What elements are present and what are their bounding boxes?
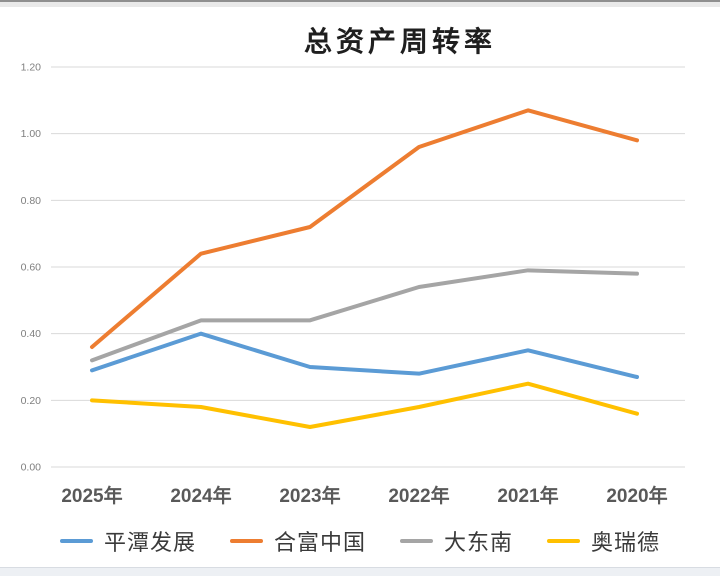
x-axis-label: 2021年 [497, 486, 559, 507]
window-top-edge [0, 0, 720, 7]
y-tick-label: 0.80 [21, 195, 42, 207]
x-axis-label: 2023年 [279, 486, 341, 507]
legend-line-marker [59, 539, 93, 543]
series-line-3 [90, 381, 639, 429]
series-line-1 [90, 108, 639, 349]
legend: 平潭发展 合富中国 大东南 奥瑞德 [0, 524, 720, 558]
series-line-0 [90, 331, 639, 379]
y-tick-label: 0.40 [21, 328, 42, 340]
legend-line-marker [547, 539, 581, 543]
legend-label: 平潭发展 [103, 530, 196, 555]
y-tick-label: 1.00 [21, 128, 42, 140]
legend-line-marker [400, 539, 433, 543]
chart-title: 总资产周转率 [303, 27, 496, 58]
window-bottom-edge [0, 567, 720, 576]
y-tick-label: 1.20 [21, 62, 42, 74]
series-line-2 [90, 268, 639, 363]
legend-label: 奥瑞德 [591, 530, 661, 555]
legend-item-2[interactable]: 大东南 [400, 525, 513, 557]
legend-item-1[interactable]: 合富中国 [229, 525, 366, 557]
y-tick-label: 0.60 [21, 262, 42, 274]
x-axis-label: 2024年 [170, 486, 232, 507]
legend-line-marker [229, 539, 263, 543]
x-axis-label: 2022年 [388, 486, 450, 507]
legend-item-0[interactable]: 平潭发展 [59, 525, 196, 557]
x-axis-label: 2025年 [61, 486, 123, 507]
legend-item-3[interactable]: 奥瑞德 [547, 525, 660, 557]
y-tick-label: 0.00 [21, 462, 42, 474]
x-axis-label: 2020年 [606, 486, 668, 507]
legend-label: 大东南 [444, 530, 514, 555]
plot-area: 0.00 0.20 0.40 0.60 0.80 1.00 1.20 [21, 62, 685, 474]
legend-label: 合富中国 [273, 530, 366, 555]
y-tick-label: 0.20 [21, 395, 42, 407]
